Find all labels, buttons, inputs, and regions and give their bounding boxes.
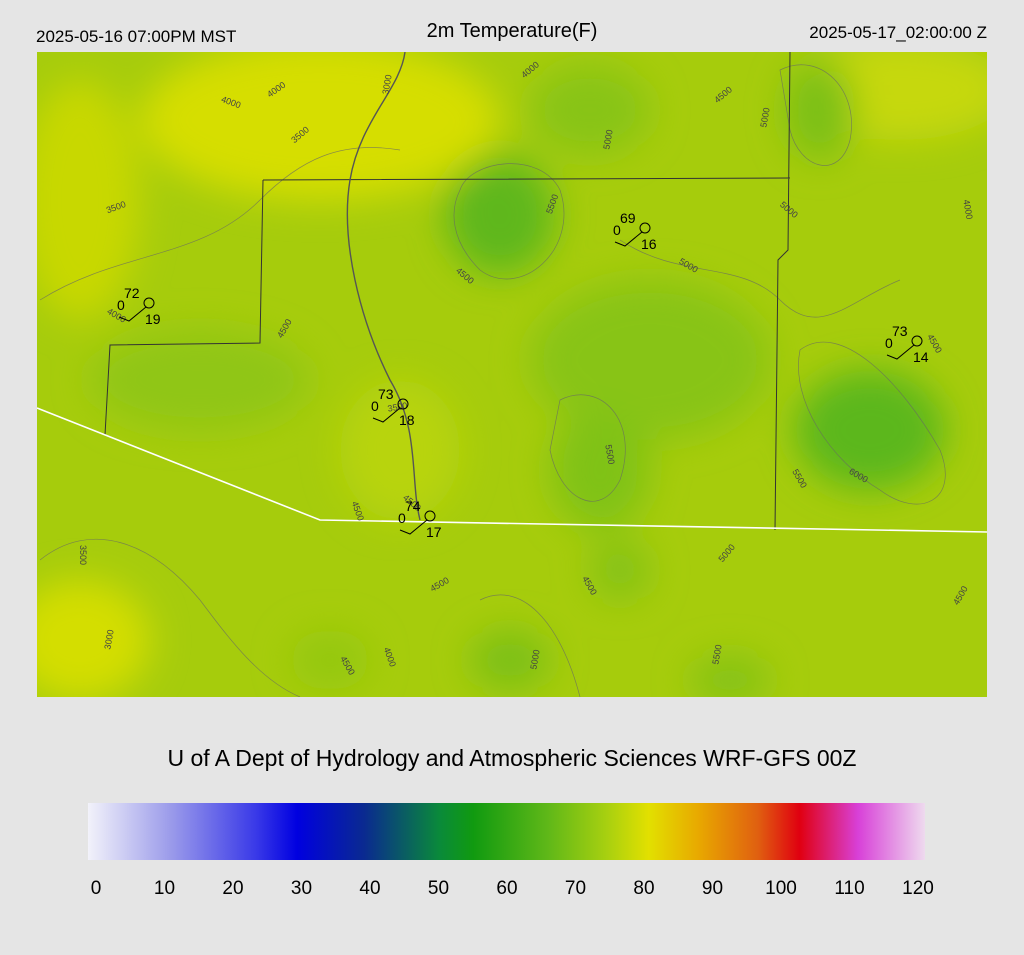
temperature: 72 <box>124 285 140 301</box>
wind-barb <box>399 519 428 535</box>
wind-barb <box>118 306 147 322</box>
local-time: 2025-05-16 07:00PM MST <box>36 27 236 46</box>
contour-label: 5500 <box>603 444 616 465</box>
contour-label: 3000 <box>102 629 115 650</box>
station-circle <box>397 398 409 410</box>
contour-label: 5000 <box>528 649 541 670</box>
colorbar-tick-label: 120 <box>902 878 934 899</box>
colorbar-tick-label: 10 <box>154 878 175 899</box>
wind-barb <box>372 407 401 423</box>
colorbar-tick-label: 40 <box>359 878 380 899</box>
temperature: 73 <box>892 323 908 339</box>
colorbar-tick-label: 20 <box>222 878 243 899</box>
dewpoint: 17 <box>426 524 442 540</box>
dewpoint: 18 <box>399 412 415 428</box>
colorbar-tick-label: 30 <box>291 878 312 899</box>
temperature: 73 <box>378 386 394 402</box>
wind-speed: 0 <box>885 335 893 351</box>
contour-label: 3000 <box>380 74 393 95</box>
valid-time: 2025-05-17_02:00:00 Z <box>809 23 987 42</box>
contour-label: 5000 <box>758 107 771 128</box>
colorbar-tick-label: 0 <box>91 878 102 899</box>
station-circle <box>639 222 651 234</box>
station-circle <box>911 335 923 347</box>
credit: U of A Dept of Hydrology and Atmospheric… <box>167 745 856 771</box>
temperature-field <box>37 52 987 697</box>
temperature: 74 <box>405 498 421 514</box>
wind-barb <box>614 231 643 247</box>
contour-label: 5000 <box>601 129 614 150</box>
colorbar-tick-label: 100 <box>765 878 797 899</box>
contour-label: 5500 <box>710 644 723 665</box>
wind-barb <box>886 344 915 360</box>
wind-speed: 0 <box>117 297 125 313</box>
station-circle <box>424 510 436 522</box>
station-circle <box>143 297 155 309</box>
dewpoint: 16 <box>641 236 657 252</box>
contour-label: 3500 <box>78 545 88 565</box>
dewpoint: 14 <box>913 349 929 365</box>
colorbar-tick-label: 90 <box>702 878 723 899</box>
dewpoint: 19 <box>145 311 161 327</box>
contour-label: 4000 <box>961 199 974 220</box>
temperature: 69 <box>620 210 636 226</box>
colorbar-tick-label: 50 <box>428 878 449 899</box>
colorbar-tick-label: 80 <box>633 878 654 899</box>
colorbar-tick-label: 60 <box>496 878 517 899</box>
wind-speed: 0 <box>398 510 406 526</box>
wind-speed: 0 <box>613 222 621 238</box>
wind-speed: 0 <box>371 398 379 414</box>
colorbar-tick-label: 70 <box>565 878 586 899</box>
map-title: 2m Temperature(F) <box>427 20 598 42</box>
colorbar <box>88 803 925 860</box>
colorbar-ticks: 0 10 20 30 40 50 60 70 80 90 100 110 120 <box>91 878 934 899</box>
colorbar-tick-label: 110 <box>834 878 864 899</box>
contour-label: 3500 <box>387 400 408 413</box>
